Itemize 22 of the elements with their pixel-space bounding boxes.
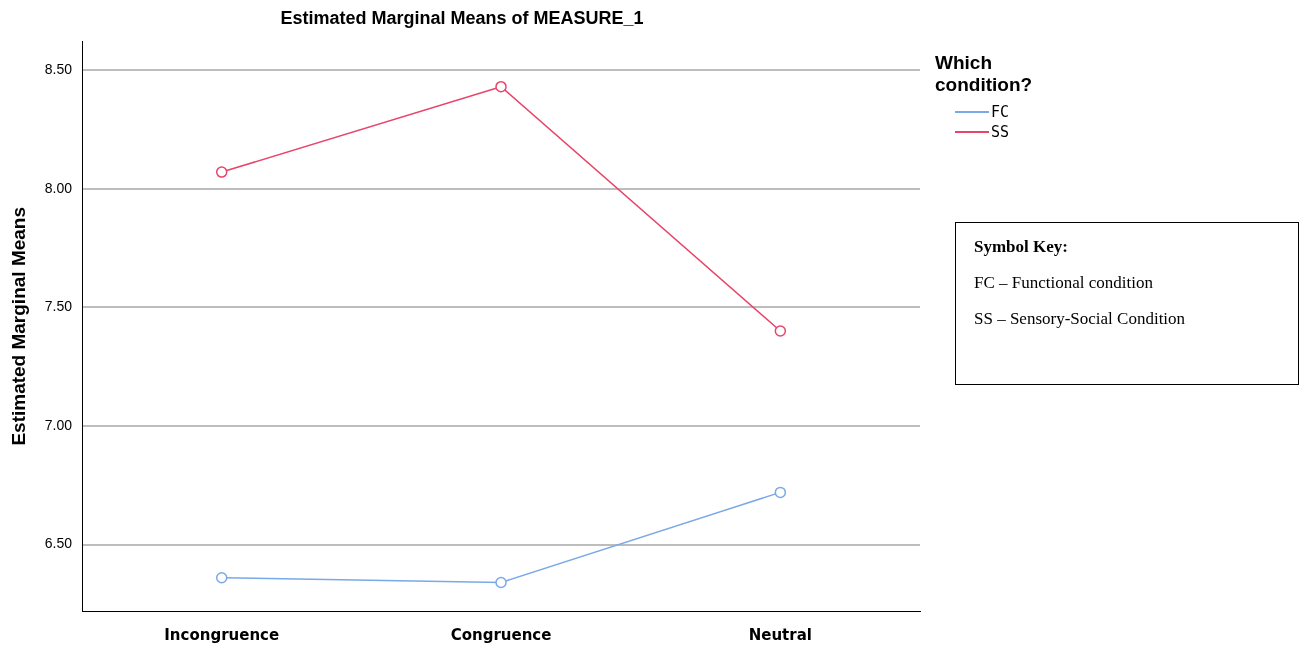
point [495,80,507,93]
text: Symbol Key: [974,237,1069,257]
y-tick-label: 7.50 [44,298,73,315]
text: SS – Sensory-Social Condition [974,309,1187,329]
y-axis-title: Estimated Marginal Means [7,206,29,446]
legend-label: FC [991,102,1010,122]
y-tick-label: 6.50 [44,535,73,552]
point [495,576,507,589]
point [774,486,787,499]
legend-title: Which condition? [935,52,1034,96]
point [215,572,228,584]
legend-label: SS [991,122,1010,142]
y-tick-label: 7.00 [44,416,73,433]
point [215,166,228,178]
y-tick-label: 8.00 [44,179,73,196]
chart-title: Estimated Marginal Means of MEASURE_1 [280,7,644,28]
y-tick-label: 8.50 [44,60,73,77]
text: FC – Functional condition [974,273,1154,293]
x-tick-label: Neutral [748,625,812,644]
point [774,325,787,337]
x-tick-label: Congruence [450,625,552,644]
x-tick-label: Incongruence [164,625,280,644]
